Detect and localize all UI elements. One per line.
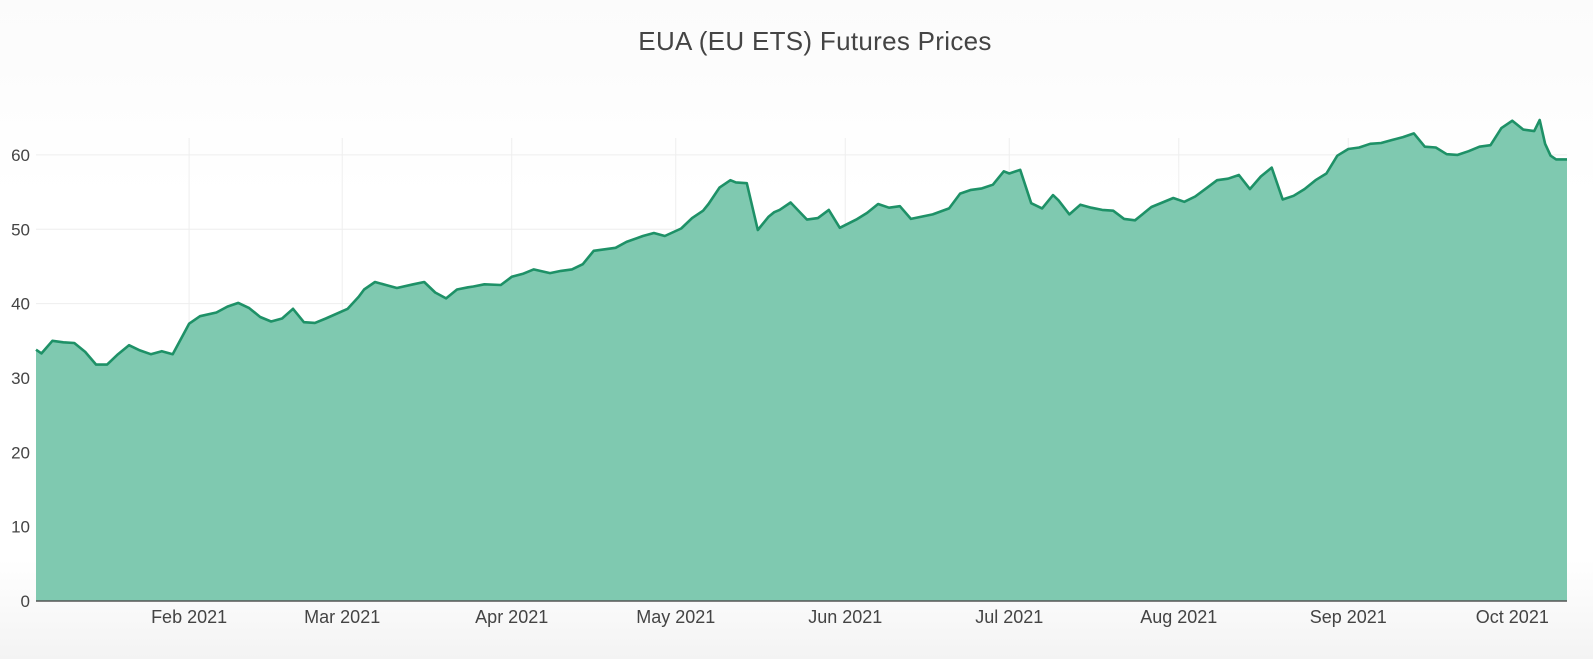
x-tick-label: Jun 2021 (808, 607, 882, 627)
series-line (35, 118, 1567, 366)
y-tick-label: 10 (11, 518, 30, 537)
x-tick-label: Oct 2021 (1476, 607, 1549, 627)
x-tick-label: Feb 2021 (151, 607, 227, 627)
y-tick-label: 40 (11, 295, 30, 314)
x-tick-label: Apr 2021 (475, 607, 548, 627)
axes: 0 10 20 30 40 50 60 Feb 2021 Mar 2021 Apr 2021 May… (11, 146, 1567, 627)
x-tick-label: Sep 2021 (1310, 607, 1387, 627)
y-tick-label: 0 (21, 592, 30, 611)
y-tick-label: 30 (11, 369, 30, 388)
y-tick-label: 50 (11, 220, 30, 239)
y-tick-label: 60 (11, 146, 30, 165)
y-tick-label: 20 (11, 443, 30, 462)
chart-title: EUA (EU ETS) Futures Prices (638, 26, 992, 56)
x-tick-label: Aug 2021 (1140, 607, 1217, 627)
area-fill (36, 120, 1567, 601)
x-tick-label: Jul 2021 (975, 607, 1043, 627)
x-tick-label: Mar 2021 (304, 607, 380, 627)
x-tick-label: May 2021 (636, 607, 715, 627)
